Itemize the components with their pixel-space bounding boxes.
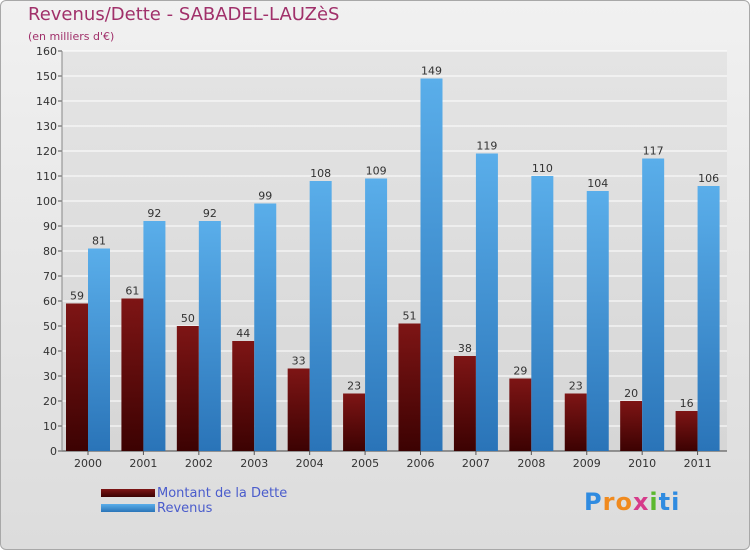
bar-dette xyxy=(66,303,88,451)
logo-letter: x xyxy=(632,488,650,516)
data-label-dette: 51 xyxy=(403,310,417,323)
y-tick-label: 130 xyxy=(36,120,57,133)
data-label-revenus: 109 xyxy=(366,165,387,178)
bar-dette xyxy=(509,378,532,451)
logo-letter: t xyxy=(658,488,672,516)
data-label-revenus: 119 xyxy=(476,140,497,153)
y-tick-label: 160 xyxy=(36,45,57,58)
data-label-dette: 16 xyxy=(680,397,694,410)
bar-dette xyxy=(232,341,255,451)
data-label-dette: 38 xyxy=(458,342,472,355)
y-tick-label: 100 xyxy=(36,195,57,208)
legend-swatch-revenus xyxy=(101,504,155,512)
logo-letter: P xyxy=(584,488,603,516)
legend-label-revenus: Revenus xyxy=(157,501,213,516)
x-tick-label: 2010 xyxy=(628,457,656,470)
bar-revenus xyxy=(475,153,498,451)
y-tick-label: 110 xyxy=(36,170,57,183)
data-label-dette: 29 xyxy=(513,365,527,378)
data-label-revenus: 92 xyxy=(203,207,217,220)
bar-dette xyxy=(675,411,698,451)
x-tick-label: 2004 xyxy=(296,457,324,470)
bar-revenus xyxy=(642,158,665,451)
y-tick-label: 10 xyxy=(43,420,57,433)
logo-letter: i xyxy=(649,488,659,516)
x-tick-label: 2000 xyxy=(74,457,102,470)
y-tick-label: 40 xyxy=(43,345,57,358)
data-label-dette: 59 xyxy=(70,290,84,303)
bar-revenus xyxy=(143,221,166,451)
bar-revenus xyxy=(697,186,720,451)
bar-dette xyxy=(176,326,199,451)
y-tick-label: 50 xyxy=(43,320,57,333)
y-tick-label: 60 xyxy=(43,295,57,308)
chart-title: Revenus/Dette - SABADEL-LAUZèS xyxy=(28,4,340,25)
logo-letter: i xyxy=(671,488,681,516)
data-label-revenus: 117 xyxy=(643,145,664,158)
bar-dette xyxy=(121,298,144,451)
data-label-revenus: 92 xyxy=(147,207,161,220)
bar-revenus xyxy=(254,203,277,451)
y-tick-label: 20 xyxy=(43,395,57,408)
legend-label-dette: Montant de la Dette xyxy=(157,486,288,501)
x-tick-label: 2006 xyxy=(407,457,435,470)
data-label-revenus: 149 xyxy=(421,65,442,78)
data-label-dette: 61 xyxy=(125,285,139,298)
bar-revenus xyxy=(586,191,609,451)
y-tick-label: 80 xyxy=(43,245,57,258)
x-tick-label: 2007 xyxy=(462,457,490,470)
x-tick-label: 2003 xyxy=(240,457,268,470)
data-label-dette: 23 xyxy=(347,380,361,393)
y-tick-label: 30 xyxy=(43,370,57,383)
bar-revenus xyxy=(365,178,388,451)
data-label-dette: 50 xyxy=(181,312,195,325)
data-label-dette: 33 xyxy=(292,355,306,368)
data-label-revenus: 108 xyxy=(310,167,331,180)
bar-dette xyxy=(620,401,643,451)
bar-dette xyxy=(287,368,310,451)
data-label-dette: 23 xyxy=(569,380,583,393)
logo-letter: o xyxy=(615,488,633,516)
legend-swatch-dette xyxy=(101,489,155,497)
y-tick-label: 150 xyxy=(36,70,57,83)
x-tick-label: 2008 xyxy=(517,457,545,470)
y-tick-label: 70 xyxy=(43,270,57,283)
bar-dette xyxy=(343,393,366,451)
y-tick-label: 0 xyxy=(50,445,57,458)
data-label-dette: 44 xyxy=(236,327,250,340)
x-tick-label: 2009 xyxy=(573,457,601,470)
x-tick-label: 2005 xyxy=(351,457,379,470)
x-tick-label: 2011 xyxy=(684,457,712,470)
bar-revenus xyxy=(420,78,443,451)
data-label-revenus: 104 xyxy=(587,177,608,190)
data-label-revenus: 110 xyxy=(532,162,553,175)
bar-revenus xyxy=(309,181,332,451)
chart-subtitle: (en milliers d'€) xyxy=(28,30,115,43)
bar-revenus xyxy=(198,221,221,451)
bar-dette xyxy=(564,393,587,451)
data-label-revenus: 99 xyxy=(258,190,272,203)
x-tick-label: 2002 xyxy=(185,457,213,470)
data-label-revenus: 81 xyxy=(92,235,106,248)
data-label-revenus: 106 xyxy=(698,172,719,185)
y-tick-label: 140 xyxy=(36,95,57,108)
y-tick-label: 90 xyxy=(43,220,57,233)
x-tick-label: 2001 xyxy=(129,457,157,470)
bar-revenus xyxy=(88,248,110,451)
bar-dette xyxy=(398,323,421,451)
bar-revenus xyxy=(531,176,554,451)
y-tick-label: 120 xyxy=(36,145,57,158)
logo-letter: r xyxy=(602,488,616,516)
data-label-dette: 20 xyxy=(624,387,638,400)
bar-dette xyxy=(453,356,476,451)
proxiti-logo: Proxiti xyxy=(584,488,680,516)
